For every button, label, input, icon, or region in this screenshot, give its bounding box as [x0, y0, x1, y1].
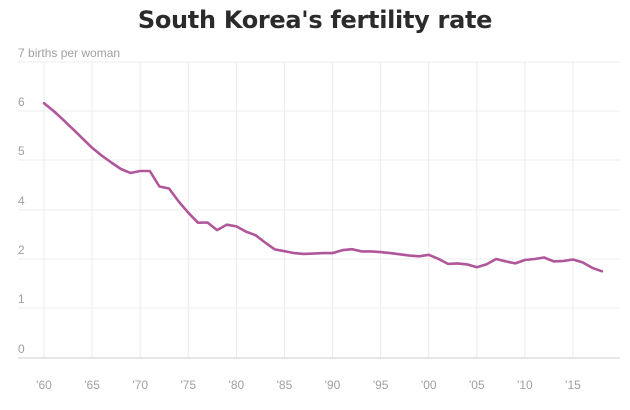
- horizontal-gridlines: [18, 61, 620, 359]
- y-tick-label: 5: [18, 144, 25, 158]
- y-axis-tick-labels: 0 1 2 4 5 6 7 births per woman: [18, 46, 120, 356]
- fertility-rate-line: [42, 101, 604, 273]
- x-tick-label: '65: [84, 378, 100, 392]
- x-tick-label: '60: [36, 378, 52, 392]
- x-tick-label: '15: [565, 378, 581, 392]
- chart-title: South Korea's fertility rate: [137, 6, 493, 34]
- x-axis-tick-labels: '60 '65 '70 '75 '80 '85 '90 '95 '00 '05 '10 '15: [36, 378, 581, 392]
- x-tick-label: '90: [325, 378, 341, 392]
- x-tick-label: '75: [180, 378, 196, 392]
- x-tick-label: '05: [469, 378, 485, 392]
- y-tick-label: 1: [18, 292, 25, 306]
- plot-series: [42, 101, 604, 273]
- y-tick-label: 4: [18, 194, 25, 208]
- x-tick-label: '95: [373, 378, 389, 392]
- x-tick-label: '80: [229, 378, 245, 392]
- x-tick-label: '10: [517, 378, 533, 392]
- x-tick-label: '85: [277, 378, 293, 392]
- y-tick-label: 7 births per woman: [18, 46, 120, 60]
- y-tick-label: 0: [18, 342, 25, 356]
- y-unit-label: births per woman: [25, 46, 120, 60]
- y-tick-label: 2: [18, 243, 25, 257]
- y-tick-label: 6: [18, 95, 25, 109]
- x-tick-label: '70: [132, 378, 148, 392]
- x-tick-label: '00: [421, 378, 437, 392]
